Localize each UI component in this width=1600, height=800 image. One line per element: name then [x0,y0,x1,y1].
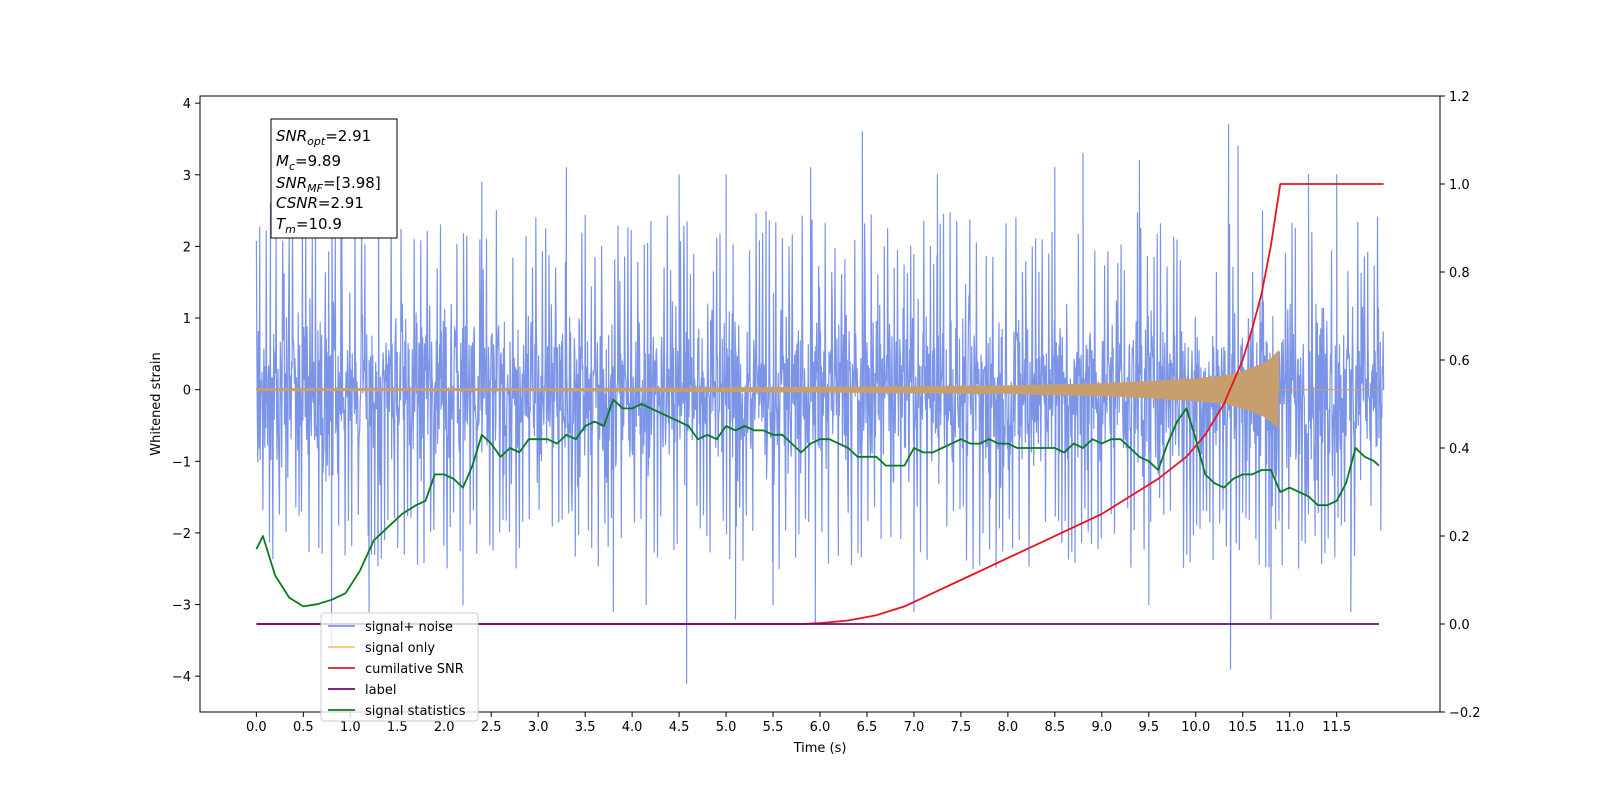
y-tick-label: −1 [172,455,191,470]
legend-label: signal+ noise [365,620,453,635]
x-tick-label: 8.5 [1045,720,1066,735]
x-tick-label: 1.5 [387,720,408,735]
series-signal-only [255,350,1384,429]
legend-label: cumilative SNR [365,662,464,677]
y2-tick-label: −0.2 [1449,706,1481,721]
legend-frame [320,612,479,722]
y-axis-right: 1.2 1.0 0.8 0.6 0.4 0.2 0.0 −0.2 [1440,90,1481,721]
y2-tick-label: 0.4 [1449,442,1470,457]
y-tick-label: −2 [172,527,191,542]
legend-label: label [365,683,396,698]
legend-label: signal only [365,641,435,656]
x-tick-label: 6.5 [857,720,878,735]
y2-tick-label: 0.2 [1449,530,1470,545]
x-tick-label: 2.5 [481,720,502,735]
x-tick-label: 5.0 [716,720,737,735]
annotation-line-snr-mf: SNRMF=[3.98] [276,174,381,195]
x-tick-label: 0.0 [246,720,267,735]
series-signal-statistics [255,398,1380,608]
x-tick-label: 10.5 [1228,720,1257,735]
y2-tick-label: 1.2 [1449,90,1470,105]
y-tick-label: 2 [183,240,191,255]
x-axis: 0.0 0.5 1.0 1.5 2.0 2.5 3.0 3.5 4.0 4.5 5.0 5.5 6.0 6… [246,712,1351,735]
legend-label: signal statistics [365,704,466,719]
x-tick-label: 4.0 [622,720,643,735]
annotation-box: SNRopt=2.91 Mc=9.89 SNRMF=[3.98] CSNR=2.… [270,118,398,239]
x-tick-label: 3.0 [528,720,549,735]
y-axis-title: Whitened strain [149,352,164,455]
x-tick-label: 0.5 [293,720,314,735]
y-tick-label: 1 [183,312,191,327]
x-tick-label: 2.0 [434,720,455,735]
y-tick-label: 0 [183,384,191,399]
x-tick-label: 9.5 [1138,720,1159,735]
x-tick-label: 6.0 [810,720,831,735]
x-tick-label: 7.0 [904,720,925,735]
x-tick-label: 11.5 [1322,720,1351,735]
x-axis-title: Time (s) [793,741,847,756]
annotation-line-csnr: CSNR=2.91 [276,194,364,212]
y2-tick-label: 0.8 [1449,266,1470,281]
y2-tick-label: 0.0 [1449,618,1470,633]
x-tick-label: 4.5 [669,720,690,735]
annotation-line-tm: Tm=10.9 [276,215,342,236]
y-tick-label: 3 [183,169,191,184]
x-tick-label: 9.0 [1091,720,1112,735]
x-tick-label: 10.0 [1181,720,1210,735]
x-tick-label: 11.0 [1275,720,1304,735]
x-tick-label: 3.5 [575,720,596,735]
y-tick-label: −3 [172,599,191,614]
annotation-line-mc: Mc=9.89 [276,152,341,173]
y-axis-left: 4 3 2 1 0 −1 −2 −3 −4 [172,97,200,685]
x-tick-label: 7.5 [951,720,972,735]
annotation-frame [270,118,398,239]
y2-tick-label: 1.0 [1449,178,1470,193]
x-tick-label: 5.5 [763,720,784,735]
series-cumulative-snr [256,183,1384,625]
annotation-line-snr-opt: SNRopt=2.91 [276,127,371,148]
y-tick-label: 4 [183,97,191,112]
y2-tick-label: 0.6 [1449,354,1470,369]
y-tick-label: −4 [172,670,191,685]
x-tick-label: 1.0 [340,720,361,735]
legend: signal+ noise signal only cumilative SNR la… [320,612,479,722]
x-tick-label: 8.0 [998,720,1019,735]
